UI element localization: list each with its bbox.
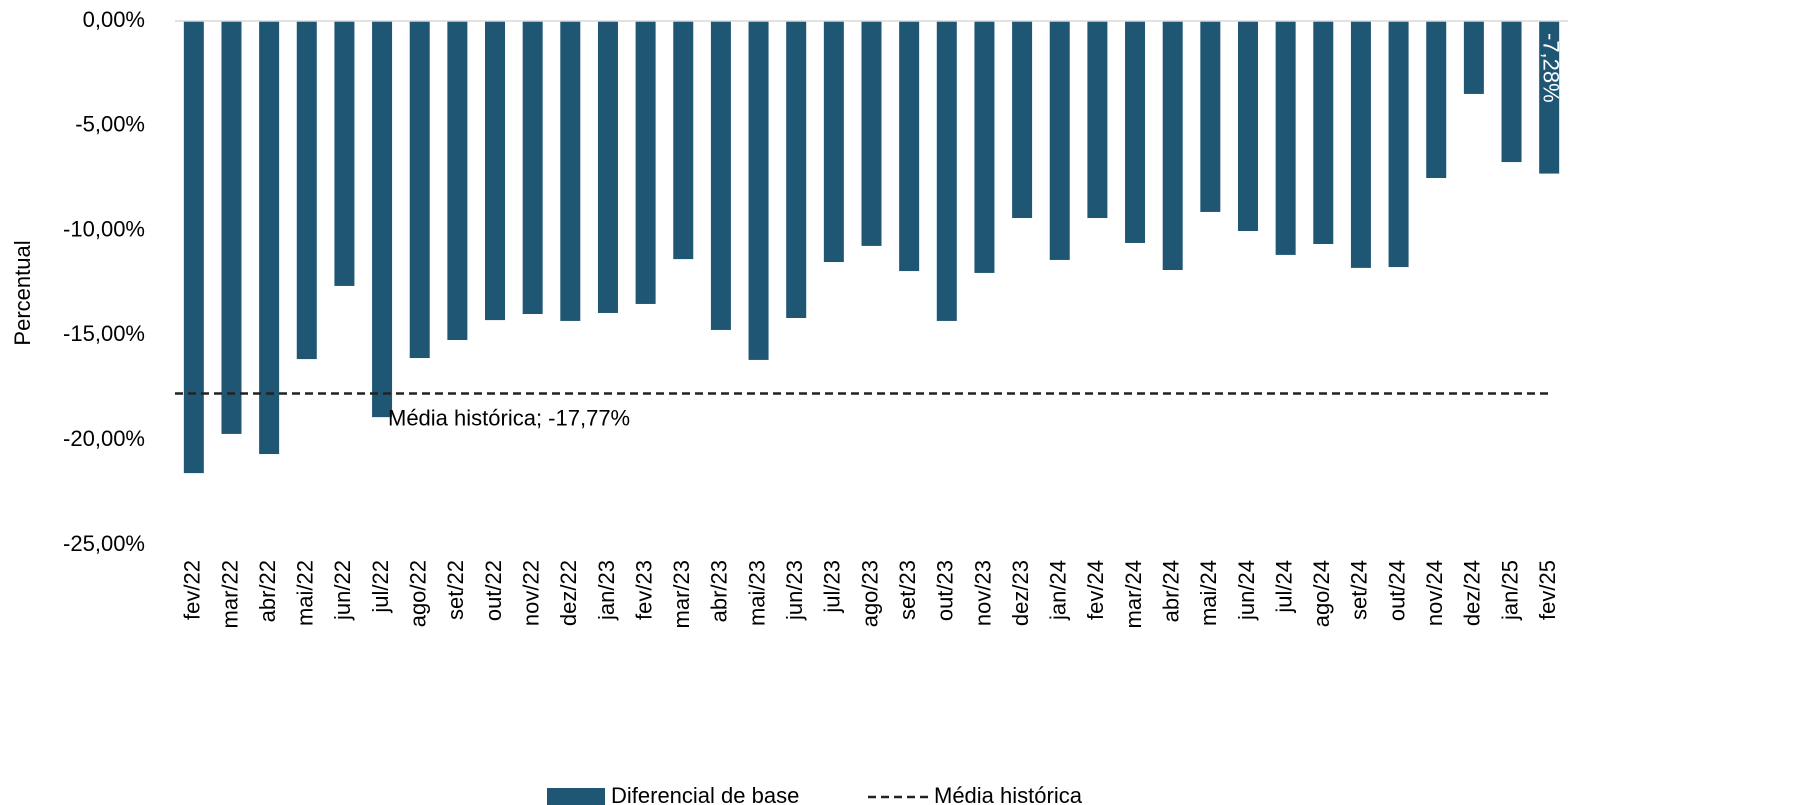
bar xyxy=(1162,21,1183,271)
x-tick-label: abr/24 xyxy=(1159,560,1184,622)
x-tick-label: dez/24 xyxy=(1460,560,1485,626)
bar xyxy=(1275,21,1296,255)
bar xyxy=(1539,21,1560,174)
bar xyxy=(409,21,430,359)
bar xyxy=(560,21,581,321)
legend-swatch xyxy=(547,788,605,805)
x-tick-label: set/23 xyxy=(895,560,920,620)
x-tick-label: jul/23 xyxy=(820,560,845,614)
bar xyxy=(597,21,618,313)
bar xyxy=(1049,21,1070,260)
x-tick-label: fev/24 xyxy=(1083,560,1108,620)
bar xyxy=(1501,21,1522,163)
legend-label: Diferencial de base xyxy=(611,783,799,805)
bar xyxy=(447,21,468,341)
x-tick-label: jan/23 xyxy=(594,560,619,621)
bar xyxy=(635,21,656,304)
y-tick-label: -15,00% xyxy=(63,321,145,346)
bar xyxy=(936,21,957,321)
y-tick-label: -20,00% xyxy=(63,426,145,451)
x-tick-label: mar/23 xyxy=(669,560,694,628)
y-tick-label: -5,00% xyxy=(75,112,145,137)
x-tick-label: dez/23 xyxy=(1008,560,1033,626)
bar xyxy=(296,21,317,360)
bar xyxy=(1087,21,1108,219)
x-tick-label: ago/22 xyxy=(406,560,431,627)
x-tick-label: mai/22 xyxy=(293,560,318,626)
bar xyxy=(786,21,807,319)
bar xyxy=(1237,21,1258,232)
x-tick-label: out/23 xyxy=(933,560,958,621)
bar xyxy=(673,21,694,260)
bar xyxy=(1463,21,1484,94)
x-tick-label: jul/22 xyxy=(368,560,393,614)
x-tick-label: nov/24 xyxy=(1422,560,1447,626)
x-tick-label: nov/22 xyxy=(518,560,543,626)
x-tick-label: abr/22 xyxy=(255,560,280,622)
bar xyxy=(748,21,769,360)
legend-label: Média histórica xyxy=(934,783,1083,805)
bar xyxy=(710,21,731,330)
x-tick-label: fev/23 xyxy=(631,560,656,620)
bar xyxy=(183,21,204,474)
x-tick-label: mar/22 xyxy=(217,560,242,628)
x-tick-label: jan/25 xyxy=(1497,560,1522,621)
x-tick-label: jun/23 xyxy=(782,560,807,621)
bar xyxy=(372,21,393,418)
bar xyxy=(823,21,844,263)
bar xyxy=(974,21,995,273)
x-tick-label: fev/25 xyxy=(1535,560,1560,620)
x-tick-label: set/22 xyxy=(443,560,468,620)
data-label: -7,28% xyxy=(1538,33,1563,103)
x-tick-label: nov/23 xyxy=(970,560,995,626)
bar xyxy=(899,21,920,272)
x-tick-label: mai/23 xyxy=(744,560,769,626)
x-tick-label: jul/24 xyxy=(1271,560,1296,614)
y-tick-label: 0,00% xyxy=(83,7,145,32)
x-tick-label: dez/22 xyxy=(556,560,581,626)
bar xyxy=(861,21,882,246)
x-tick-label: mai/24 xyxy=(1196,560,1221,626)
bar xyxy=(334,21,355,286)
bar xyxy=(485,21,506,321)
bar xyxy=(1200,21,1221,212)
bar xyxy=(1350,21,1371,268)
x-tick-label: jun/24 xyxy=(1234,560,1259,621)
bar xyxy=(522,21,543,315)
x-tick-label: set/24 xyxy=(1347,560,1372,620)
y-tick-label: -10,00% xyxy=(63,216,145,241)
bar xyxy=(1313,21,1334,245)
x-tick-label: jan/24 xyxy=(1046,560,1071,621)
x-tick-label: ago/23 xyxy=(857,560,882,627)
bar xyxy=(1012,21,1033,219)
x-tick-label: ago/24 xyxy=(1309,560,1334,627)
x-tick-label: out/24 xyxy=(1384,560,1409,621)
bar xyxy=(1426,21,1447,178)
bar xyxy=(1125,21,1146,243)
bar xyxy=(259,21,280,455)
y-axis-label: Percentual xyxy=(10,240,35,345)
x-tick-label: jun/22 xyxy=(330,560,355,621)
x-tick-label: fev/22 xyxy=(180,560,205,620)
x-tick-label: abr/23 xyxy=(707,560,732,622)
reference-label: Média histórica; -17,77% xyxy=(388,405,630,430)
x-tick-label: out/22 xyxy=(481,560,506,621)
bar xyxy=(221,21,242,434)
x-tick-label: mar/24 xyxy=(1121,560,1146,628)
y-tick-label: -25,00% xyxy=(63,531,145,556)
bar xyxy=(1388,21,1409,268)
